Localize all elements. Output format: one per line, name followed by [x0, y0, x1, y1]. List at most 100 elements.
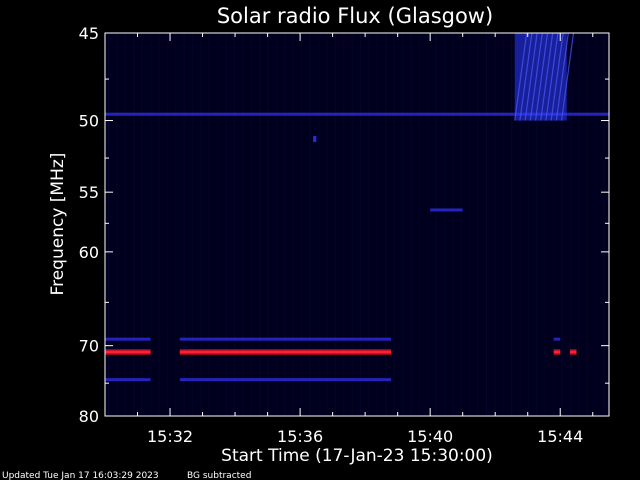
- background-streak: [376, 33, 378, 416]
- background-streak: [309, 33, 311, 416]
- background-streak: [267, 33, 269, 416]
- background-streak: [292, 33, 294, 416]
- background-streak: [242, 33, 244, 416]
- radio-burst-stripe: [524, 32, 538, 121]
- background-streak: [208, 33, 210, 416]
- x-tick-label: 15:40: [407, 427, 453, 446]
- x-axis: 15:32 15:36 15:40 15:44: [137, 33, 594, 446]
- x-tick-label: 15:36: [277, 427, 323, 446]
- background-streak: [578, 33, 580, 416]
- background-streak: [502, 33, 504, 416]
- emission-spot: [313, 136, 317, 143]
- background-streak: [108, 33, 109, 416]
- background-streak: [326, 33, 328, 416]
- background-streak: [469, 33, 471, 416]
- y-tick-label: 45: [79, 24, 99, 43]
- y-tick-label: 55: [79, 183, 99, 202]
- emission-band-segment: [179, 337, 392, 341]
- y-tick-label: 60: [79, 243, 99, 262]
- background-streak: [225, 33, 227, 416]
- background-streak: [141, 33, 143, 416]
- background-streak: [460, 33, 462, 416]
- background-streak: [544, 33, 546, 416]
- background-streak: [570, 33, 571, 416]
- footer-note: BG subtracted: [187, 471, 251, 480]
- background-streak: [192, 33, 193, 416]
- background-streak: [561, 33, 563, 416]
- background-streak: [301, 33, 303, 416]
- background-streak: [427, 33, 429, 416]
- radio-burst-stripe: [514, 32, 528, 121]
- background-streak: [494, 33, 496, 416]
- strong-emission-segment: [179, 350, 392, 354]
- footer-updated: Updated Tue Jan 17 16:03:29 2023: [2, 471, 159, 480]
- background-streak: [183, 33, 185, 416]
- background-streak: [528, 33, 529, 416]
- y-tick-label: 50: [79, 112, 99, 131]
- background-streak: [385, 33, 387, 416]
- background-streak: [200, 33, 202, 416]
- background-streak: [553, 33, 555, 416]
- background-streak: [217, 33, 219, 416]
- radio-burst-stripe: [560, 32, 575, 121]
- background-streak: [133, 33, 135, 416]
- background-streak: [343, 33, 345, 416]
- background-streak: [410, 33, 412, 416]
- spectrogram-features: [105, 32, 609, 382]
- background-streak: [511, 33, 513, 416]
- strong-emission-segment: [553, 350, 561, 354]
- radio-burst-stripe: [545, 32, 559, 121]
- background-streak: [334, 33, 336, 416]
- emission-band-segment: [105, 112, 609, 116]
- strong-emission-segment: [105, 350, 151, 354]
- background-streak: [351, 33, 353, 416]
- emission-band-segment: [179, 378, 392, 382]
- background-streak: [444, 33, 445, 416]
- radio-burst-stripe: [550, 32, 564, 121]
- radio-burst-stripe: [529, 32, 543, 121]
- emission-band-segment: [105, 337, 151, 341]
- background-streak: [435, 33, 437, 416]
- background-streak: [402, 33, 403, 416]
- radio-burst-stripe: [519, 32, 533, 121]
- background-streak: [519, 33, 521, 416]
- background-streak: [536, 33, 538, 416]
- background-streak: [250, 33, 252, 416]
- strong-emission-segment: [569, 350, 577, 354]
- y-axis-label: Frequency [MHz]: [48, 153, 68, 296]
- emission-band-segment: [105, 378, 151, 382]
- background-streak: [259, 33, 261, 416]
- background-streak: [318, 33, 319, 416]
- background-streak: [284, 33, 286, 416]
- background-streak: [234, 33, 235, 416]
- background-streak: [393, 33, 395, 416]
- chart-title: Solar radio Flux (Glasgow): [217, 4, 493, 28]
- emission-band-segment: [430, 208, 463, 212]
- background-streak: [124, 33, 126, 416]
- background-streak: [418, 33, 420, 416]
- background-streak: [603, 33, 605, 416]
- background-streak: [595, 33, 597, 416]
- background-streak: [486, 33, 487, 416]
- background-streak: [276, 33, 277, 416]
- x-tick-label: 15:32: [147, 427, 193, 446]
- background-streak: [477, 33, 479, 416]
- background-streak: [360, 33, 361, 416]
- background-streak: [150, 33, 151, 416]
- background-streak: [586, 33, 588, 416]
- background-streak: [175, 33, 177, 416]
- background-streak: [452, 33, 454, 416]
- y-axis: 45 50 55 60 70 80: [79, 24, 609, 426]
- y-tick-label: 70: [79, 337, 99, 356]
- radio-burst-stripe: [555, 32, 569, 121]
- plot-frame: [104, 32, 610, 417]
- background-streak: [166, 33, 168, 416]
- y-tick-label: 80: [79, 407, 99, 426]
- background-streak: [158, 33, 160, 416]
- radio-burst-stripe: [534, 32, 549, 121]
- emission-band-segment: [553, 337, 561, 341]
- background-streak: [116, 33, 118, 416]
- x-axis-label: Start Time (17-Jan-23 15:30:00): [221, 446, 493, 466]
- background-streak: [368, 33, 370, 416]
